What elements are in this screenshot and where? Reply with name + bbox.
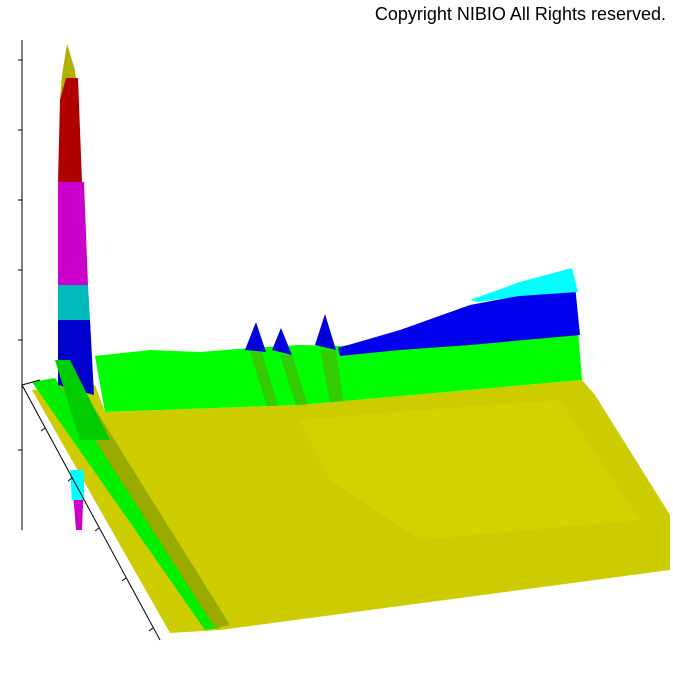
axis-diagonal: [21, 384, 161, 641]
peak: [245, 322, 266, 352]
copyright: Copyright NIBIO All Rights reserved.: [375, 4, 666, 24]
surface-green-band: [95, 292, 582, 412]
axis-horizontal: [21, 379, 41, 386]
peak: [272, 328, 292, 355]
spike-base: [55, 360, 110, 440]
peak: [315, 314, 336, 350]
axis-ticks: [18, 59, 154, 632]
surface-highlight: [300, 400, 640, 540]
surface-cyan-band: [470, 268, 578, 302]
surface-blue-band: [338, 285, 580, 356]
front-ridge: [32, 378, 220, 630]
spike-magenta: [58, 182, 88, 285]
front-ridge: [60, 385, 230, 628]
spike-cyan: [58, 285, 90, 320]
spike-red: [58, 78, 82, 182]
